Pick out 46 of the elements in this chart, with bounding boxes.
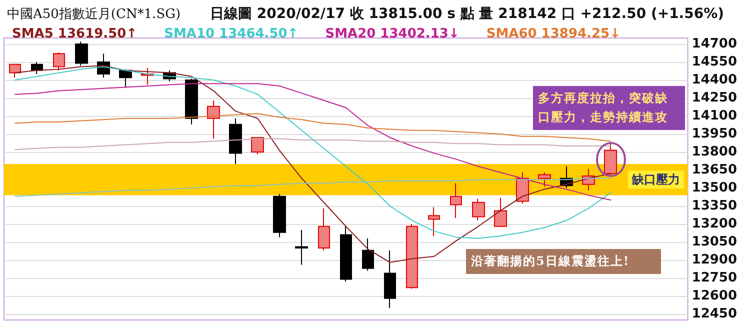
candlestick [9,64,21,78]
candlestick [340,226,352,282]
text: SMA10 13464.50↑ [164,26,298,42]
candlestick [273,194,286,238]
candlestick [53,52,65,71]
candlestick [207,100,220,140]
line-series [14,178,612,197]
candlestick [75,41,88,66]
candlestick [604,143,617,176]
candlestick [251,137,264,155]
chart-subtitle: 日線圖 2020/02/17 收 13815.00 s 點 量 218142 口 +212.50 (+1.56%) [210,6,724,22]
candlestick [450,182,462,218]
candlestick [318,208,330,251]
y-tick-label: 14550 [692,54,738,70]
band-label: 缺口壓力 [630,172,680,187]
y-tick-label: 12750 [692,270,738,286]
annotation: 多方再度拉抬，突破缺口壓力，走勢持續進攻 [533,86,685,130]
y-tick-label: 13350 [692,198,738,214]
candlestick [362,238,374,272]
text: SMA5 13619.50↑ [12,26,138,42]
candlestick [538,172,551,188]
y-tick-label: 12450 [692,306,738,322]
candlestick [185,78,198,125]
y-tick-label: 12900 [692,252,738,268]
y-tick-label: 14250 [692,90,738,106]
text: SMA20 13402.13↓ [325,26,460,42]
y-tick-label: 12600 [692,288,738,304]
text: SMA60 13894.25↓ [486,26,620,42]
y-tick-label: 13950 [692,126,738,142]
y-tick-label: 13800 [692,144,738,160]
annotation: 沿著翻揚的5日線震盪往上! [466,249,661,274]
y-tick-label: 14100 [692,108,738,124]
candlestick [229,118,242,164]
candlestick [384,250,396,308]
y-tick-label: 14700 [692,36,738,52]
candlestick [295,230,308,266]
y-tick-label: 14400 [692,72,738,88]
candlestick [472,198,485,221]
chart-title: 中國A50指數近月(CN*1.SG) [7,7,181,22]
y-tick-label: 13650 [692,162,738,178]
candlestick [494,197,507,227]
candlestick [428,206,440,236]
y-tick-label: 13500 [692,180,738,196]
y-tick-label: 13200 [692,216,738,232]
y-tick-label: 13050 [692,234,738,250]
candlestick [406,224,418,290]
